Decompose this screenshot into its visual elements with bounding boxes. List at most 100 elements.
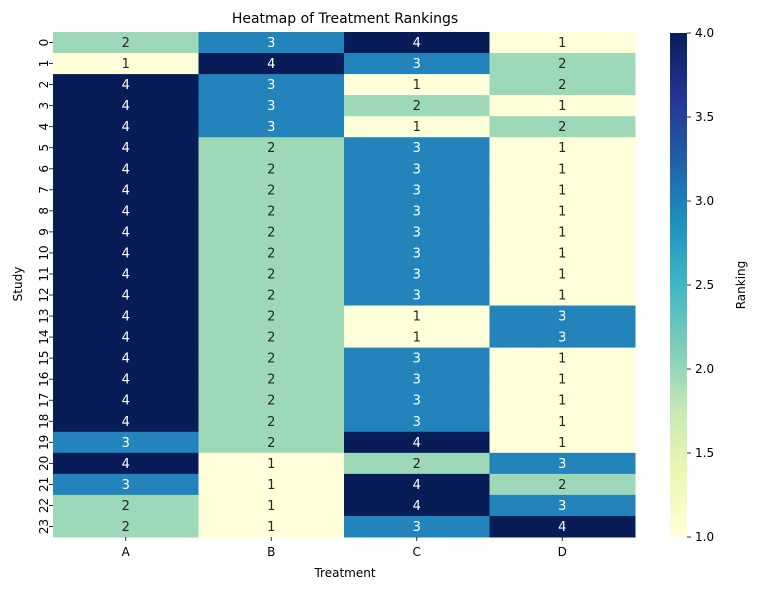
heatmap-cell <box>198 263 345 285</box>
cell-value-label: 2 <box>267 415 275 430</box>
heatmap-cell <box>489 452 636 475</box>
cell-value-label: 2 <box>122 499 130 514</box>
heatmap-cell <box>489 53 636 75</box>
cell-value-label: 1 <box>558 141 566 156</box>
heatmap-cell <box>344 242 490 264</box>
heatmap-cell <box>344 305 490 328</box>
colorbar-tick-label: 4.0 <box>695 26 714 40</box>
cell-value-label: 2 <box>267 394 275 409</box>
y-tick-label: 19 <box>37 435 51 450</box>
cell-value-label: 3 <box>413 246 421 261</box>
heatmap-cell <box>198 95 345 117</box>
heatmap-cell <box>344 74 490 96</box>
cell-value-label: 4 <box>122 225 130 240</box>
cell-value-label: 3 <box>413 415 421 430</box>
cell-value-label: 2 <box>267 225 275 240</box>
y-tick-label: 14 <box>37 329 51 344</box>
heatmap-cell <box>489 74 636 96</box>
heatmap-cell <box>53 389 199 412</box>
y-tick-label: 20 <box>37 456 51 471</box>
cell-value-label: 2 <box>413 99 421 114</box>
heatmap-cell <box>344 368 490 391</box>
heatmap-cell <box>53 326 199 349</box>
cell-value-label: 2 <box>122 36 130 51</box>
heatmap-cell <box>198 284 345 307</box>
heatmap-cell <box>198 53 345 75</box>
cell-value-label: 3 <box>413 162 421 177</box>
colorbar-tick-label: 3.0 <box>695 194 714 208</box>
heatmap-cell <box>344 410 490 433</box>
x-axis-ticks: A B C D <box>122 537 567 559</box>
x-tick-label: D <box>558 545 567 559</box>
cell-value-label: 4 <box>122 289 130 304</box>
colorbar <box>670 33 687 537</box>
heatmap-cell <box>344 284 490 307</box>
y-tick-label: 17 <box>37 393 51 408</box>
heatmap-cell <box>53 32 199 54</box>
heatmap-cell <box>489 410 636 433</box>
heatmap-cell <box>198 494 345 517</box>
heatmap-cell <box>489 494 636 517</box>
cell-value-label: 3 <box>558 310 566 325</box>
heatmap-cell <box>489 326 636 349</box>
cell-value-label: 3 <box>267 120 275 135</box>
y-tick-label: 13 <box>37 308 51 323</box>
colorbar-tick-label: 2.0 <box>695 362 714 376</box>
cell-value-label: 4 <box>122 78 130 93</box>
cell-value-label: 4 <box>122 246 130 261</box>
cell-value-label: 1 <box>413 310 421 325</box>
cell-value-label: 3 <box>413 352 421 367</box>
cell-value-label: 4 <box>558 520 566 535</box>
y-tick-label: 5 <box>37 144 51 152</box>
cell-value-label: 1 <box>558 436 566 451</box>
heatmap-cell <box>198 137 345 159</box>
heatmap-cell <box>198 242 345 264</box>
cell-value-label: 2 <box>267 352 275 367</box>
cell-value-label: 3 <box>267 78 275 93</box>
cell-value-label: 3 <box>122 436 130 451</box>
y-tick-label: 6 <box>37 165 51 173</box>
cell-value-label: 3 <box>122 478 130 493</box>
heatmap-cell <box>53 368 199 391</box>
cell-value-label: 1 <box>558 373 566 388</box>
heatmap-cell <box>198 452 345 475</box>
colorbar-tick-label: 1.0 <box>695 530 714 544</box>
heatmap-cell <box>53 137 199 159</box>
heatmap-cell <box>344 137 490 159</box>
heatmap-cell <box>489 179 636 201</box>
heatmap-cell <box>489 347 636 370</box>
cell-value-label: 1 <box>558 183 566 198</box>
y-tick-label: 0 <box>37 39 51 47</box>
heatmap-cell <box>53 221 199 243</box>
heatmap-cell <box>53 494 199 517</box>
cell-value-label: 1 <box>267 478 275 493</box>
cell-value-label: 1 <box>558 267 566 282</box>
cell-value-label: 1 <box>413 78 421 93</box>
cell-value-label: 1 <box>267 499 275 514</box>
x-axis-label: Treatment <box>313 566 375 580</box>
cell-value-label: 2 <box>558 78 566 93</box>
heatmap-cell <box>198 389 345 412</box>
heatmap-cell <box>344 326 490 349</box>
cell-value-label: 3 <box>558 457 566 472</box>
heatmap-cell <box>198 305 345 328</box>
heatmap-cell <box>53 452 199 475</box>
cell-value-label: 2 <box>267 373 275 388</box>
cell-value-label: 4 <box>122 310 130 325</box>
cell-value-label: 3 <box>413 183 421 198</box>
cell-value-label: 2 <box>267 204 275 219</box>
heatmap-cell <box>344 200 490 222</box>
heatmap-cell <box>489 200 636 222</box>
heatmap-cell <box>53 284 199 307</box>
cell-value-label: 4 <box>413 478 421 493</box>
cell-value-label: 1 <box>122 57 130 72</box>
cell-value-label: 3 <box>558 331 566 346</box>
cell-value-label: 1 <box>558 204 566 219</box>
cell-value-label: 1 <box>558 352 566 367</box>
heatmap-cell <box>53 347 199 370</box>
heatmap-cell <box>53 242 199 264</box>
x-tick-label: B <box>267 545 275 559</box>
heatmap-cell <box>489 515 636 538</box>
